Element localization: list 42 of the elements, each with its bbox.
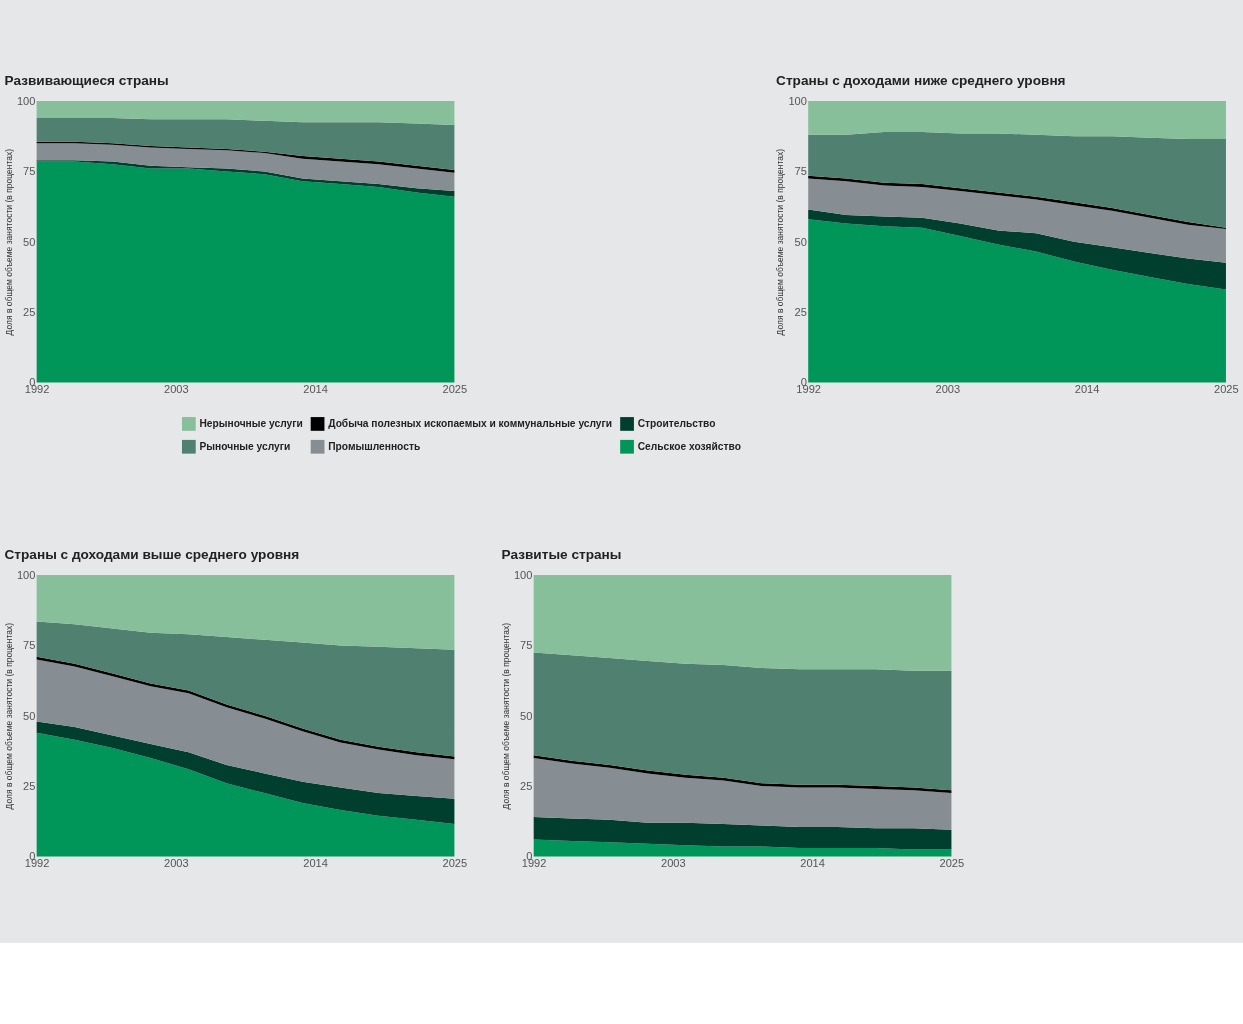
x-tick-label: 2003: [661, 857, 686, 870]
x-tick-label: 2014: [800, 857, 825, 870]
chart-title: Страны с доходами выше среднего уровня: [4, 546, 300, 562]
legend-label: Строительство: [637, 418, 716, 430]
y-tick-label: 100: [16, 568, 36, 581]
y-axis-title: Доля в общем объеме занятости (в процентах): [500, 622, 511, 810]
y-tick-label: 75: [520, 639, 533, 652]
y-tick-label: 100: [16, 94, 36, 107]
y-tick-label: 25: [23, 779, 36, 792]
y-tick-label: 25: [520, 779, 533, 792]
x-tick-label: 2003: [164, 383, 189, 396]
legend-label: Добыча полезных ископаемых и коммунальные услуги: [328, 418, 613, 430]
y-tick-label: 50: [520, 709, 533, 722]
y-tick-label: 75: [23, 165, 36, 178]
x-tick-label: 2014: [303, 857, 328, 870]
y-tick-label: 25: [23, 305, 36, 318]
x-tick-label: 2014: [303, 383, 328, 396]
legend-label: Промышленность: [328, 441, 421, 453]
y-tick-label: 100: [788, 94, 807, 107]
chart-title: Страны с доходами ниже среднего уровня: [776, 72, 1066, 88]
x-tick-label: 2003: [935, 383, 961, 396]
chart-title: Развивающиеся страны: [4, 72, 169, 88]
x-tick-label: 2025: [442, 383, 468, 396]
y-tick-label: 25: [794, 305, 807, 318]
legend-label: Рыночные услуги: [199, 441, 291, 453]
y-tick-label: 50: [23, 235, 36, 248]
legend-label: Нерыночные услуги: [199, 418, 303, 430]
x-tick-label: 2014: [1074, 383, 1100, 396]
y-axis-title: Доля в общем объеме занятости (в процентах): [775, 148, 786, 336]
y-tick-label: 50: [23, 709, 36, 722]
chart-title: Развитые страны: [501, 546, 622, 562]
x-tick-label: 2025: [442, 857, 468, 870]
x-tick-label: 2025: [1214, 383, 1239, 396]
y-axis-title: Доля в общем объеме занятости (в процентах): [3, 622, 14, 810]
x-tick-label: 2003: [164, 857, 189, 870]
legend-label: Сельское хозяйство: [637, 441, 741, 453]
y-tick-label: 100: [513, 568, 533, 581]
y-axis-title: Доля в общем объеме занятости (в процентах): [3, 148, 14, 336]
y-tick-label: 75: [794, 165, 807, 178]
y-tick-label: 75: [23, 639, 36, 652]
y-tick-label: 50: [794, 235, 807, 248]
x-tick-label: 2025: [939, 857, 965, 870]
